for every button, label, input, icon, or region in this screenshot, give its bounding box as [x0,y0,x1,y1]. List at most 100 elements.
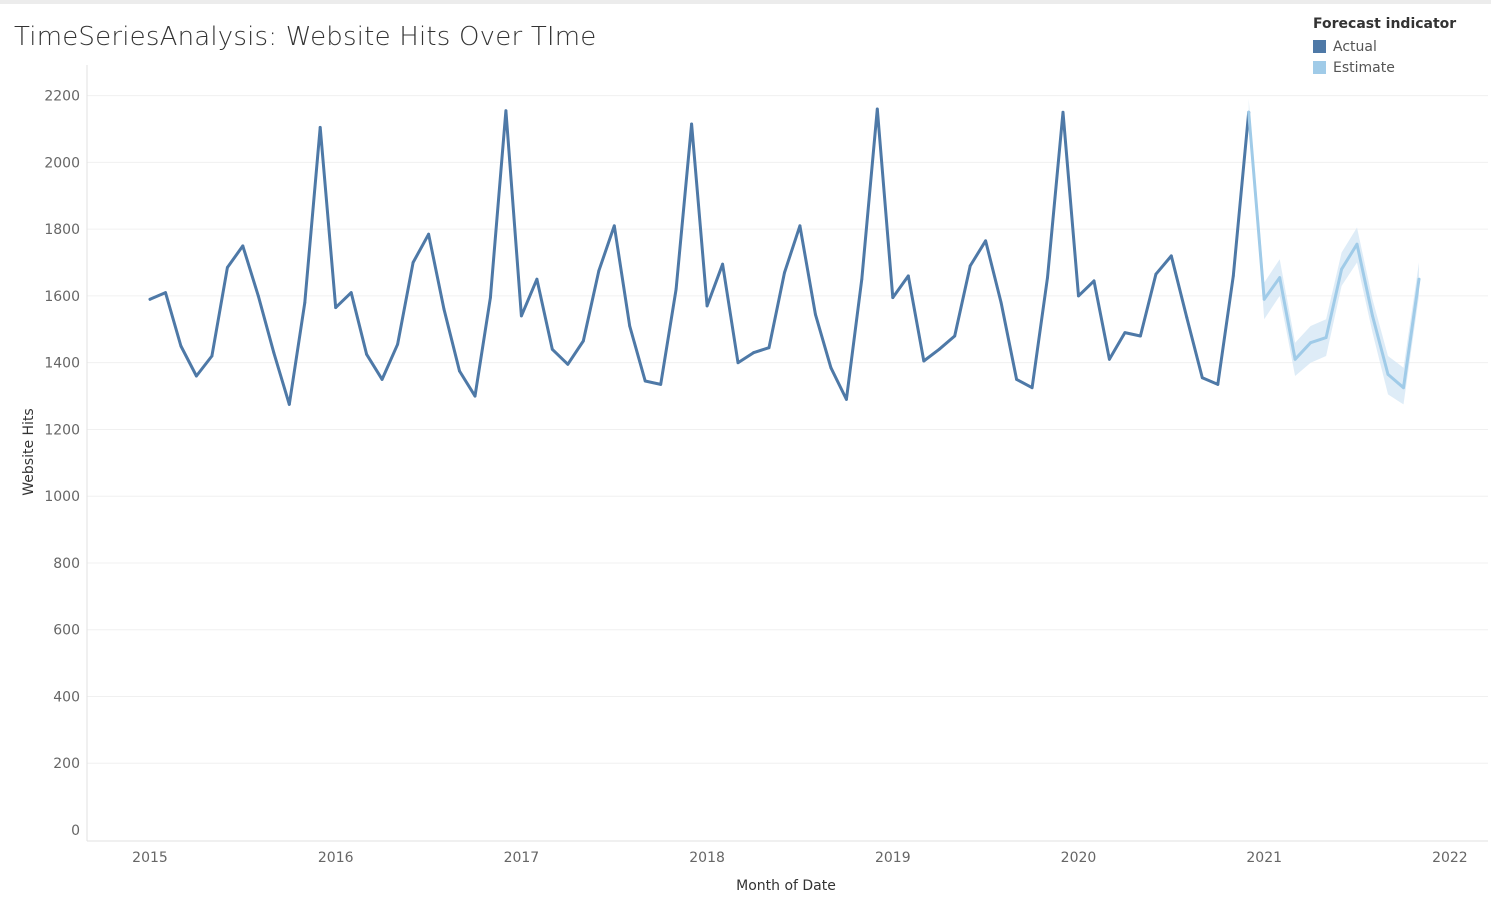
series-actual-point[interactable] [783,271,786,274]
series-estimate-point[interactable] [1324,336,1328,339]
x-tick-label: 2020 [1061,850,1097,866]
series-actual-point[interactable] [736,361,740,365]
series-estimate-point[interactable] [1402,386,1405,390]
series-actual-point[interactable] [334,306,338,309]
series-actual-point[interactable] [705,304,709,308]
series-actual-point[interactable] [1169,254,1173,258]
series-actual-point[interactable] [1061,110,1065,114]
series-actual-point[interactable] [674,287,678,291]
series-actual-point[interactable] [860,277,864,281]
series-actual-point[interactable] [953,334,957,338]
series-actual-point[interactable] [922,359,926,363]
series-actual-point[interactable] [380,378,384,381]
series-actual-point[interactable] [241,244,245,248]
y-tick-label: 2000 [44,155,80,171]
series-actual-point[interactable] [458,369,461,373]
series-actual-point[interactable] [226,266,229,269]
gridlines [87,95,1488,764]
series-actual-point[interactable] [845,398,848,401]
series-actual-point[interactable] [473,394,477,398]
series-actual-point[interactable] [566,362,570,366]
series-actual-point[interactable] [1108,357,1111,361]
series-actual-point[interactable] [520,314,523,318]
series-actual-point[interactable] [798,224,802,228]
series-actual-line[interactable] [148,107,1251,406]
series-actual-point[interactable] [690,122,693,126]
series-actual-point[interactable] [612,224,616,228]
series-estimate-point[interactable] [1309,341,1312,345]
series-actual-point[interactable] [195,374,198,378]
series-estimate-line[interactable] [1247,110,1421,390]
series-actual-point[interactable] [148,297,152,301]
series-actual-point[interactable] [721,262,724,266]
x-tick-label: 2018 [689,850,725,866]
series-actual-point[interactable] [875,107,879,111]
series-estimate-point[interactable] [1417,277,1421,281]
series-actual-point[interactable] [256,294,260,298]
series-estimate-point[interactable] [1355,242,1359,246]
series-actual-point[interactable] [1015,378,1018,381]
series-actual-point[interactable] [968,264,972,268]
series-actual-point[interactable] [984,239,987,243]
series-estimate-point[interactable] [1262,297,1266,301]
series-actual-point[interactable] [164,291,167,294]
series-actual-point[interactable] [659,383,663,386]
series-actual-point[interactable] [1200,376,1204,380]
series-actual-point[interactable] [581,339,585,343]
series-actual-point[interactable] [999,301,1003,304]
series-actual-point[interactable] [1154,272,1158,276]
series-actual-point[interactable] [937,347,941,351]
series-estimate-point[interactable] [1247,110,1251,114]
series-actual-point[interactable] [1077,294,1080,298]
series-actual-point[interactable] [318,126,322,129]
series-actual-point[interactable] [303,301,307,304]
series-actual-point[interactable] [504,109,508,113]
series-actual-point[interactable] [349,291,353,294]
y-tick-label: 800 [53,556,80,572]
series-actual-point[interactable] [427,232,430,236]
series-actual-point[interactable] [1216,383,1220,386]
x-tick-label: 2016 [318,850,354,866]
y-tick-label: 1800 [44,222,80,238]
y-tick-label: 1400 [44,356,80,372]
legend-item-estimate[interactable]: Estimate [1313,57,1456,78]
y-tick-label: 400 [53,689,80,705]
series-actual-point[interactable] [643,379,647,383]
series-estimate-point[interactable] [1340,267,1343,271]
series-actual-point[interactable] [1092,279,1096,283]
y-tick-label: 2200 [44,89,80,105]
legend-item-actual[interactable]: Actual [1313,36,1456,57]
series-actual-point[interactable] [752,351,755,355]
series-estimate-point[interactable] [1371,314,1374,318]
series-actual-point[interactable] [210,354,214,358]
series-actual-point[interactable] [396,342,399,346]
series-actual-point[interactable] [814,312,817,316]
series-actual-point[interactable] [272,351,276,355]
series-actual-point[interactable] [489,296,492,299]
series-estimate-point[interactable] [1278,276,1282,279]
x-tick-label: 2022 [1432,850,1468,866]
series-actual-point[interactable] [411,261,415,264]
series-actual-point[interactable] [179,344,183,348]
series-actual-point[interactable] [442,307,446,311]
series-actual-point[interactable] [1231,274,1235,278]
series-actual-point[interactable] [1123,331,1127,334]
series-actual-point[interactable] [829,366,833,370]
series-actual-point[interactable] [767,346,771,350]
chart-title: TimeSeriesAnalysis: Website Hits Over TI… [14,22,597,52]
series-actual-point[interactable] [550,347,554,351]
series-actual-point[interactable] [891,296,895,299]
series-actual-point[interactable] [906,274,910,278]
series-actual-point[interactable] [628,324,632,328]
series-actual-point[interactable] [1139,334,1142,338]
series-actual-point[interactable] [287,403,291,406]
series-estimate-point[interactable] [1293,357,1297,361]
series-actual-point[interactable] [1030,386,1034,390]
series-actual-point[interactable] [535,277,539,281]
series-actual-point[interactable] [1046,276,1049,279]
series-actual-point[interactable] [365,352,368,356]
series-estimate-point[interactable] [1386,373,1390,376]
series-actual-point[interactable] [1185,316,1189,319]
series-actual-point[interactable] [597,269,601,273]
